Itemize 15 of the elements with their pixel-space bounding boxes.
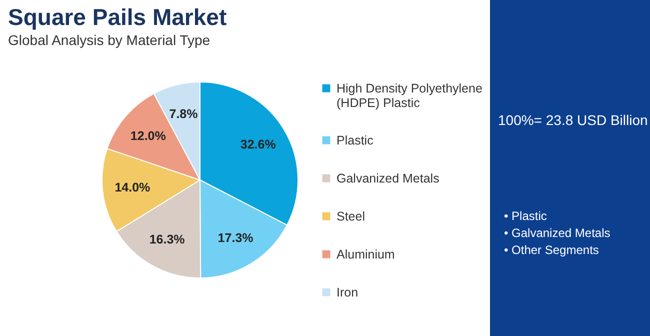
data-label: 17.3% [218,230,254,245]
legend-label: Plastic [336,133,374,148]
chart-subtitle: Global Analysis by Material Type [8,32,210,48]
legend-label: Galvanized Metals [336,171,440,186]
data-label: 7.8% [169,107,198,122]
legend-label: High Density Polyethylene (HDPE) Plastic [336,81,482,110]
data-label: 32.6% [240,138,276,152]
data-label: 16.3% [149,232,185,246]
side-panel: 100%= 23.8 USD Billion • Plastic • Galvanized Metals • Other Segments [490,0,650,336]
legend-label: Aluminium [336,247,395,262]
legend-label: Iron [336,285,358,300]
data-label: 12.0% [130,129,166,143]
chart-title: Square Pails Market [8,4,227,31]
data-label: 14.0% [114,180,150,195]
legend-label: Steel [336,209,365,224]
